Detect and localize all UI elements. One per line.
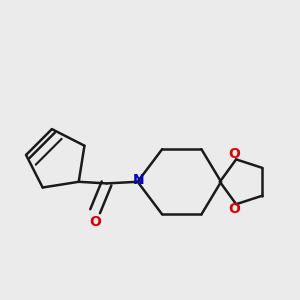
Text: O: O	[89, 215, 101, 229]
Text: O: O	[229, 148, 241, 161]
Text: N: N	[133, 173, 145, 187]
Text: O: O	[229, 202, 241, 216]
